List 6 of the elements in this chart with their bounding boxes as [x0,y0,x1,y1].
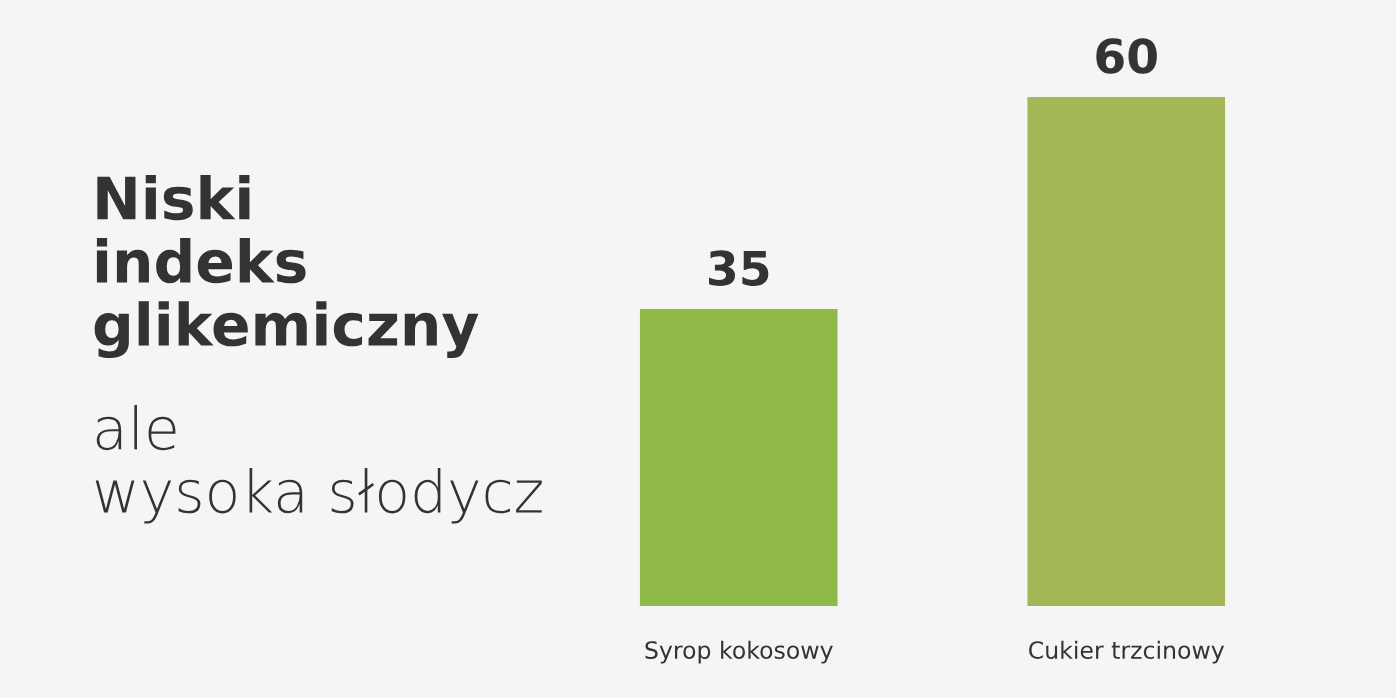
x-tick-label: Syrop kokosowy [645,640,833,664]
text: ale wysoka słodycz [95,405,542,524]
text: Niski indeks glikemiczny [94,175,479,359]
x-tick-label: Cukier trzcinowy [1029,640,1225,664]
data-label: 60 [1096,38,1157,74]
data-label: 35 [709,250,769,286]
